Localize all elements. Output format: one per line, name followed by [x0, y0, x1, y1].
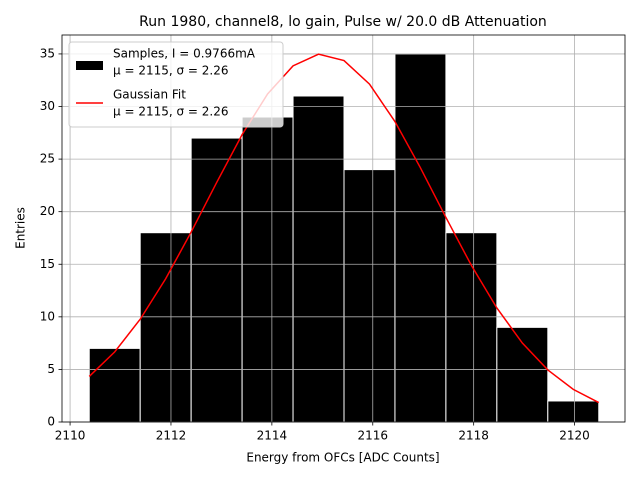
y-tick-label: 25: [40, 152, 55, 166]
y-tick-label: 35: [40, 46, 55, 60]
x-tick-label: 2112: [156, 429, 187, 443]
legend-label: Gaussian Fit: [113, 88, 186, 102]
x-axis-label: Energy from OFCs [ADC Counts]: [246, 451, 439, 465]
legend-label: μ = 2115, σ = 2.26: [113, 64, 229, 78]
bar: [190, 137, 243, 423]
y-tick-label: 10: [40, 309, 55, 323]
y-tick-label: 0: [47, 415, 55, 429]
legend-label: Samples, I = 0.9766mA: [113, 47, 256, 61]
bar: [88, 347, 141, 423]
bar: [547, 400, 600, 423]
y-axis-label: Entries: [14, 207, 28, 249]
fit-line: [88, 53, 600, 404]
x-tick-label: 2114: [257, 429, 288, 443]
bar: [241, 116, 294, 423]
y-tick-label: 30: [40, 99, 55, 113]
bar: [343, 169, 396, 423]
legend-label: μ = 2115, σ = 2.26: [113, 105, 229, 119]
x-tick-label: 2116: [357, 429, 388, 443]
x-tick-label: 2120: [559, 429, 590, 443]
x-tick-label: 2110: [55, 429, 86, 443]
bar: [139, 232, 192, 423]
plot-frame: [61, 34, 626, 423]
bar: [292, 95, 345, 423]
bar: [496, 326, 549, 423]
chart-title: Run 1980, channel8, lo gain, Pulse w/ 20…: [139, 14, 547, 30]
bar: [394, 53, 447, 423]
x-tick-label: 2118: [458, 429, 489, 443]
y-tick-label: 15: [40, 257, 55, 271]
y-tick-label: 5: [47, 362, 55, 376]
legend-swatch: [76, 61, 103, 70]
legend-box: [68, 41, 284, 128]
bar: [445, 232, 498, 423]
y-tick-label: 20: [40, 204, 55, 218]
